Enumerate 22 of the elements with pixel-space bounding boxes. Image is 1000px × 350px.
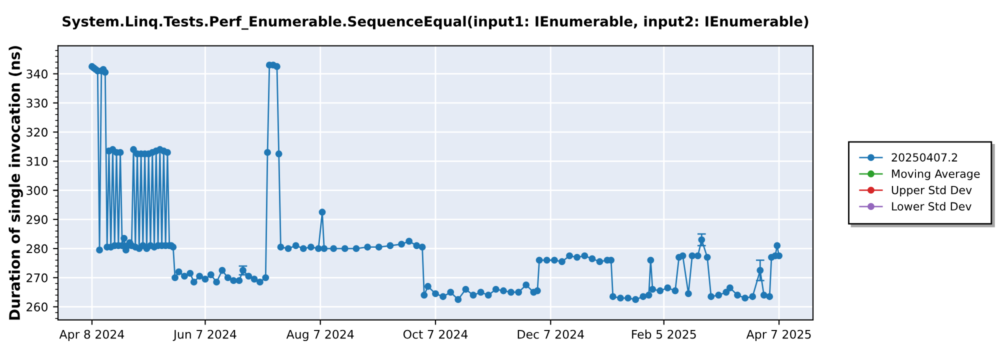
y-tick-label: 310 <box>26 156 48 166</box>
y-tick-label: 290 <box>26 215 48 224</box>
y-tick-label: 260 <box>26 302 48 312</box>
y-tick-label: 330 <box>26 98 48 108</box>
legend-label: Upper Std Dev <box>892 186 972 196</box>
legend-label: Moving Average <box>892 169 980 180</box>
y-tick-label: 300 <box>26 186 48 195</box>
y-tick-label: 320 <box>26 128 48 137</box>
x-tick-label: Aug 7 2024 <box>286 330 354 342</box>
x-tick-label: Apr 7 2025 <box>746 330 811 342</box>
x-tick-label: Jun 7 2024 <box>172 330 236 341</box>
x-tick-label: Oct 7 2024 <box>403 330 468 339</box>
x-tick-label: Apr 8 2024 <box>59 330 124 342</box>
y-axis-title: Duration of single invocation (ns) <box>8 46 23 320</box>
x-tick-label: Dec 7 2024 <box>518 330 584 339</box>
legend-label: 20250407.2 <box>892 153 958 162</box>
chart-title: System.Linq.Tests.Perf_Enumerable.SequenceEqual(input1: IEnumerable, input2: IEnumerable) <box>62 16 808 30</box>
x-tick-label: Feb 5 2025 <box>632 330 696 339</box>
y-tick-label: 270 <box>26 273 48 282</box>
y-tick-label: 280 <box>26 244 48 254</box>
y-tick-label: 340 <box>26 70 48 78</box>
legend-label: Lower Std Dev <box>892 202 972 211</box>
